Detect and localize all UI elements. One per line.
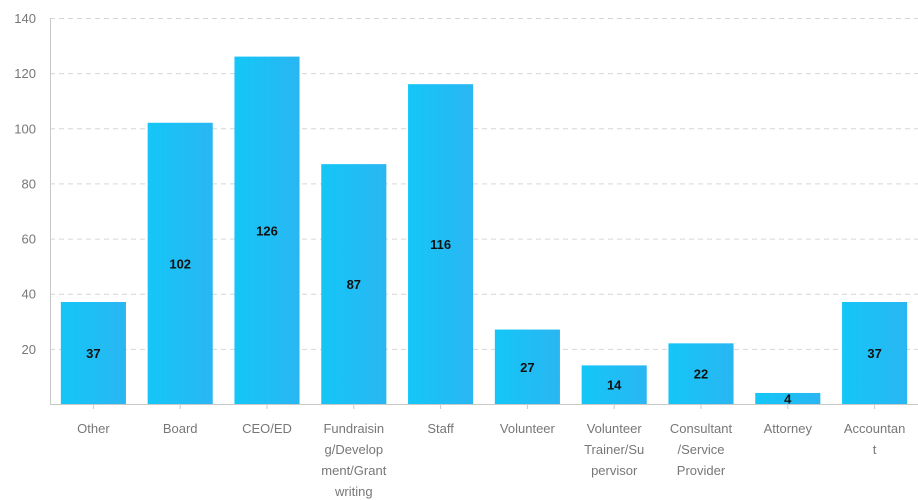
data-label: 126 [256,223,278,238]
data-label: 87 [347,277,361,292]
x-category-label: Fundraisin g/Develop ment/Grant writing [321,421,386,499]
bar-7[interactable] [668,343,734,404]
bar-9[interactable] [842,301,908,404]
y-tick-label: 20 [22,342,36,357]
labels: 20 40 60 80 100 120 140 37 Other 102 Board 126 CEO/E… [14,11,905,499]
bar-1[interactable] [147,122,213,405]
x-category-label: Attorney [764,421,813,436]
data-label: 37 [867,346,881,361]
y-tick-label: 80 [22,176,36,191]
y-tick-label: 120 [14,66,36,81]
x-category-label: Consultant/Service Provider [670,421,733,478]
x-category-label: Board [163,421,198,436]
x-category-label: Volunteer [500,421,556,436]
data-label: 116 [430,237,451,252]
axes [50,18,918,409]
y-tick-label: 140 [14,11,36,26]
bar-8[interactable] [755,392,821,404]
data-label: 27 [520,360,534,375]
y-tick-label: 40 [22,287,36,302]
bar-3[interactable] [321,164,387,404]
data-label: 102 [169,256,191,271]
x-category-label: CEO/ED [242,421,292,436]
bar-2[interactable] [234,56,300,404]
bar-6[interactable] [581,365,647,404]
y-tick-label: 100 [14,121,36,136]
bar-5[interactable] [494,329,560,404]
data-label: 4 [784,391,792,406]
data-label: 37 [86,346,100,361]
x-category-label: Accountan t [844,421,905,457]
data-label: 22 [694,367,708,382]
x-category-label: Other [77,421,110,436]
y-tick-label: 60 [22,232,36,247]
x-category-label: Staff [427,421,454,436]
bars [60,56,908,405]
bar-4[interactable] [408,84,474,405]
bar-0[interactable] [60,301,126,404]
data-label: 14 [607,378,622,393]
x-category-label: Volunteer Trainer/Su pervisor [584,421,644,478]
